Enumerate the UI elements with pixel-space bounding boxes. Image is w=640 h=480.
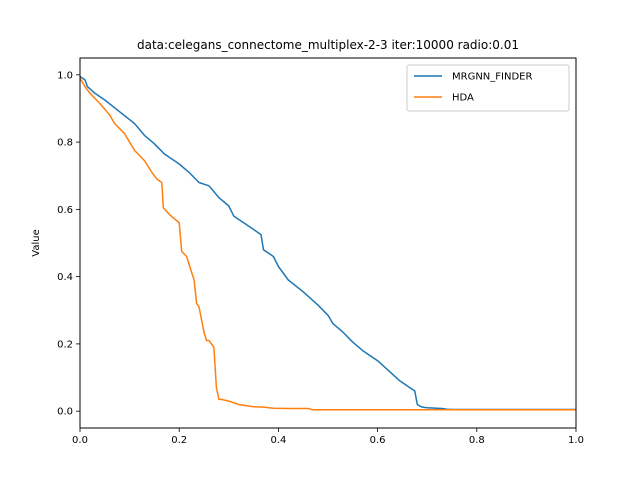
y-tick-label: 0.6	[57, 205, 73, 216]
y-axis-label: Value	[31, 229, 42, 256]
series-line-hda	[79, 77, 576, 411]
legend-box	[406, 64, 570, 112]
x-tick-label: 1.0	[568, 435, 584, 446]
chart-title: data:celegans_connectome_multiplex-2-3 i…	[137, 38, 519, 52]
legend-label: HDA	[452, 93, 474, 104]
x-tick-label: 0.8	[469, 435, 485, 446]
x-tick-label: 0.6	[370, 435, 386, 446]
legend-label: MRGNN_FINDER	[452, 72, 532, 83]
legend: MRGNN_FINDER HDA	[406, 64, 570, 112]
y-tick-label: 1.0	[57, 70, 73, 81]
y-tick-label: 0.2	[57, 339, 73, 350]
series-line-mrgnn-finder	[79, 75, 576, 411]
x-axis: 0.0 0.2 0.4 0.6 0.8 1.0	[72, 428, 584, 446]
x-tick-label: 0.4	[270, 435, 286, 446]
y-tick-label: 0.0	[57, 407, 73, 418]
x-tick-label: 0.2	[171, 435, 187, 446]
y-tick-label: 0.8	[57, 138, 73, 149]
y-tick-label: 0.4	[57, 272, 73, 283]
plot-frame	[79, 57, 577, 429]
y-axis: 0.0 0.2 0.4 0.6 0.8 1.0	[57, 70, 80, 418]
series-layer	[79, 75, 576, 411]
x-tick-label: 0.0	[72, 435, 88, 446]
